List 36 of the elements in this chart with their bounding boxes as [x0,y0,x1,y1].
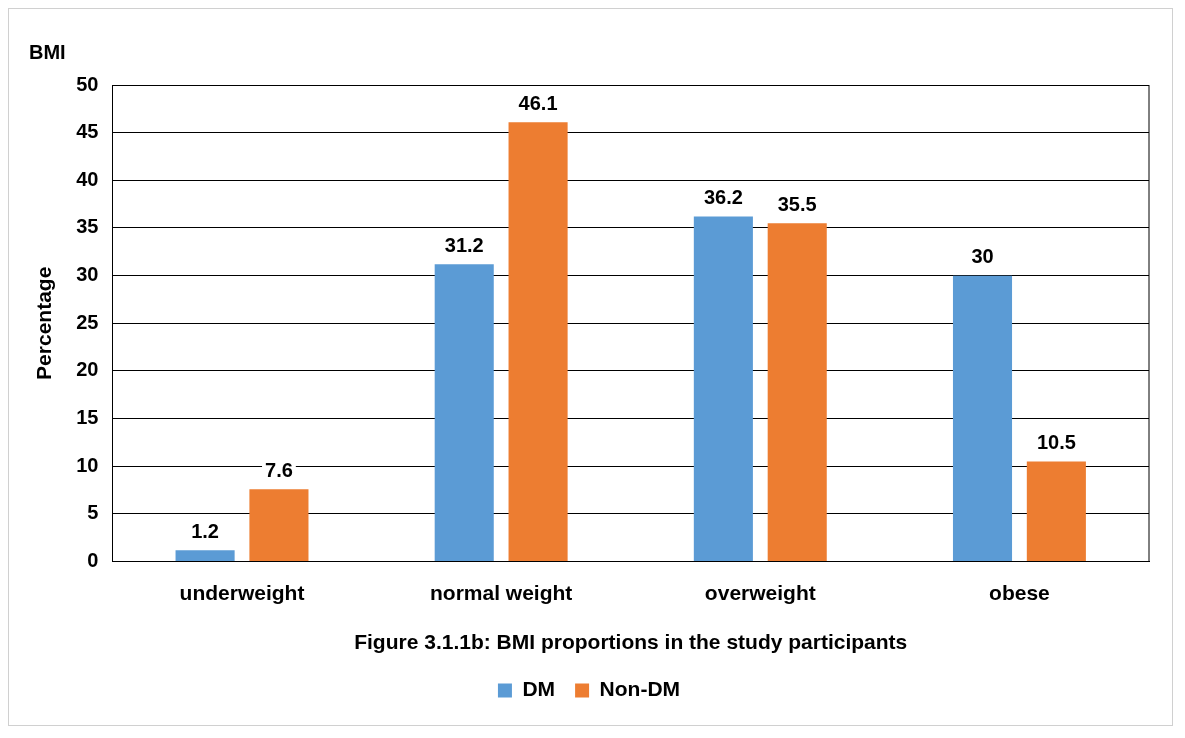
y-tick-label: 0 [87,549,99,572]
y-tick-label: 25 [76,310,99,333]
y-tick-label: 20 [76,358,99,381]
x-tick-label: overweight [704,581,816,604]
legend-label: Non-DM [599,677,681,701]
y-tick-label: 40 [76,167,99,190]
bar [508,122,568,562]
y-tick-label: 30 [76,263,99,286]
y-tick-label: 10 [76,453,99,476]
legend-label: DM [522,677,556,701]
data-label: 7.6 [265,458,293,481]
data-label: 46.1 [518,91,558,114]
bar [952,275,1013,562]
y-tick-label: 5 [87,501,99,524]
chart-title: BMI [29,40,66,63]
x-axis-title: Figure 3.1.1b: BMI proportions in the study participants [354,630,908,654]
bar [1026,461,1086,562]
bar [249,489,309,562]
x-tick-label: underweight [179,581,305,604]
x-tick-label: normal weight [429,581,573,604]
bar [767,223,827,562]
y-axis-title: Percentage [32,266,56,380]
bar [175,550,235,562]
data-label: 35.5 [777,192,817,215]
data-label: 36.2 [703,186,743,209]
y-tick-label: 15 [76,406,99,429]
y-tick-label: 45 [76,120,99,143]
data-label: 1.2 [191,519,219,542]
y-tick-label: 50 [76,72,99,95]
bar [434,264,494,562]
data-label: 10.5 [1036,431,1076,454]
x-tick-label: obese [989,581,1050,604]
bar [693,216,753,562]
y-tick-label: 35 [76,215,99,238]
data-label: 30 [971,245,994,268]
data-label: 31.2 [444,233,484,256]
